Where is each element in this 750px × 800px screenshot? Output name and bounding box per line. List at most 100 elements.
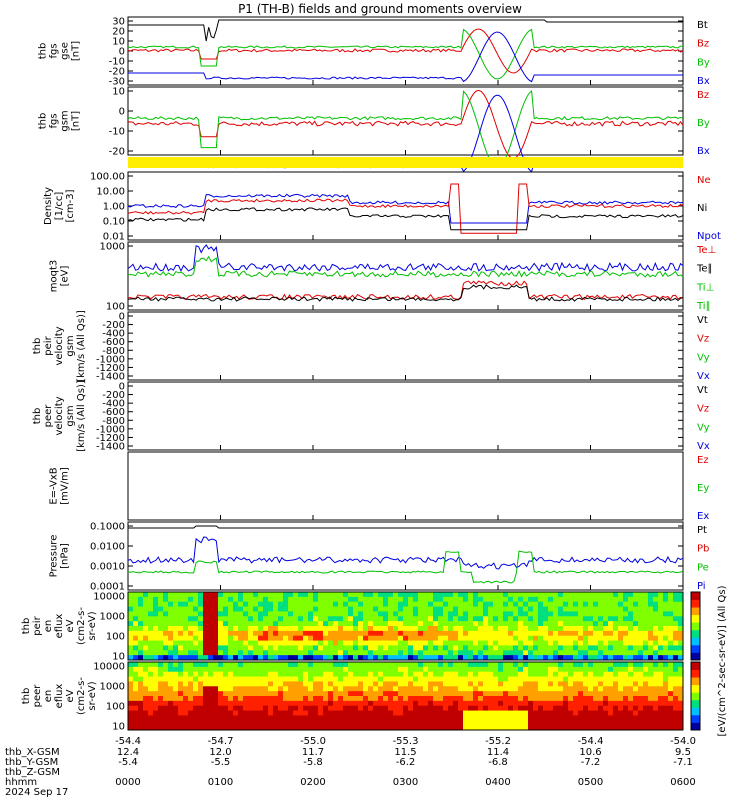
- spectrogram-cell: [588, 650, 594, 656]
- spectrogram-cell: [413, 681, 419, 687]
- spectrogram-cell: [173, 691, 179, 697]
- spectrogram-cell: [528, 710, 534, 716]
- spectrogram-cell: [233, 710, 239, 716]
- spectrogram-cell: [573, 705, 579, 711]
- spectrogram-cell: [563, 616, 569, 622]
- panel-10: 10000100010010thbpeerenefluxeV(cm2-s-sr-…: [21, 661, 684, 733]
- spectrogram-cell: [483, 592, 489, 598]
- spectrogram-cell: [253, 635, 259, 641]
- spectrogram-cell: [253, 686, 259, 692]
- spectrogram-cell: [653, 725, 659, 731]
- spectrogram-cell: [173, 606, 179, 612]
- spectrogram-cell: [403, 640, 409, 646]
- spectrogram-cell: [393, 596, 399, 603]
- spectrogram-cell: [143, 676, 149, 682]
- spectrogram-cell: [213, 681, 219, 687]
- spectrogram-cell: [498, 650, 504, 656]
- spectrogram-cell: [658, 725, 664, 731]
- spectrogram-cell: [318, 630, 324, 637]
- spectrogram-cell: [628, 705, 634, 711]
- spectrogram-cell: [203, 606, 209, 612]
- spectrogram-cell: [353, 666, 359, 673]
- spectrogram-cell: [668, 606, 674, 612]
- spectrogram-cell: [653, 621, 659, 627]
- legend-Bz: Bz: [697, 90, 709, 101]
- spectrogram-cell: [393, 662, 399, 668]
- spectrogram-cell: [233, 705, 239, 711]
- spectrogram-cell: [138, 691, 144, 697]
- spectrogram-cell: [658, 671, 664, 677]
- spectrogram-cell: [213, 710, 219, 716]
- spectrogram-cell: [598, 655, 604, 661]
- spectrogram-cell: [583, 611, 589, 617]
- spectrogram-cell: [563, 676, 569, 682]
- spectrogram-cell: [413, 592, 419, 598]
- spectrogram-cell: [558, 621, 564, 627]
- spectrogram-cell: [313, 715, 319, 721]
- spectrogram-cell: [158, 601, 164, 607]
- spectrogram-cell: [658, 640, 664, 646]
- spectrogram-cell: [233, 691, 239, 697]
- spectrogram-cell: [628, 626, 634, 632]
- spectrogram-cell: [218, 601, 224, 607]
- spectrogram-cell: [503, 720, 509, 726]
- spectrogram-cell: [623, 700, 629, 707]
- spectrogram-cell: [668, 681, 674, 687]
- spectrogram-cell: [208, 592, 214, 598]
- spectrogram-cell: [228, 681, 234, 687]
- spectrogram-cell: [468, 611, 474, 617]
- spectrogram-cell: [343, 725, 349, 731]
- spectrogram-cell: [328, 630, 334, 637]
- colorbar-segment: [691, 692, 700, 701]
- spectrogram-cell: [463, 700, 469, 707]
- spectrogram-cell: [413, 705, 419, 711]
- spectrogram-cell: [668, 686, 674, 692]
- spectrogram-cell: [568, 710, 574, 716]
- spectrogram-cell: [543, 681, 549, 687]
- spectrogram-cell: [158, 662, 164, 668]
- spectrogram-cell: [443, 696, 449, 702]
- spectrogram-cell: [393, 616, 399, 622]
- spectrogram-cell: [463, 666, 469, 673]
- spectrogram-cell: [288, 705, 294, 711]
- ytick-label: 0.0100: [90, 542, 125, 553]
- spectrogram-cell: [158, 700, 164, 707]
- spectrogram-cell: [328, 635, 334, 641]
- spectrogram-cell: [148, 592, 154, 598]
- y-axis-label-line: gsm: [65, 405, 76, 426]
- spectrogram-cell: [398, 696, 404, 702]
- spectrogram-cell: [643, 700, 649, 707]
- spectrogram-cell: [583, 710, 589, 716]
- spectrogram-cell: [463, 725, 469, 731]
- spectrogram-cell: [533, 630, 539, 637]
- spectrogram-cell: [188, 681, 194, 687]
- spectrogram-cell: [298, 720, 304, 726]
- spectrogram-cell: [318, 696, 324, 702]
- spectrogram-cell: [508, 640, 514, 646]
- spectrogram-cell: [243, 705, 249, 711]
- spectrogram-cell: [158, 696, 164, 702]
- spectrogram-cell: [538, 592, 544, 598]
- spectrogram-cell: [413, 645, 419, 651]
- spectrogram-cell: [628, 686, 634, 692]
- spectrogram-cell: [278, 720, 284, 726]
- spectrogram-cell: [643, 592, 649, 598]
- legend-Ex: Ex: [697, 511, 709, 522]
- spectrogram-cell: [133, 725, 139, 731]
- spectrogram-cell: [568, 662, 574, 668]
- spectrogram-cell: [128, 686, 134, 692]
- spectrogram-cell: [483, 601, 489, 607]
- spectrogram-cell: [348, 611, 354, 617]
- spectrogram-cell: [188, 606, 194, 612]
- spectrogram-cell: [508, 655, 514, 661]
- spectrogram-cell: [423, 720, 429, 726]
- spectrogram-cell: [343, 601, 349, 607]
- spectrogram-cell: [368, 616, 374, 622]
- spectrogram-cell: [648, 671, 654, 677]
- spectrogram-cell: [468, 700, 474, 707]
- spectrogram-cell: [193, 645, 199, 651]
- spectrogram-cell: [193, 630, 199, 637]
- spectrogram-cell: [528, 720, 534, 726]
- spectrogram-cell: [268, 676, 274, 682]
- spectrogram-cell: [143, 655, 149, 661]
